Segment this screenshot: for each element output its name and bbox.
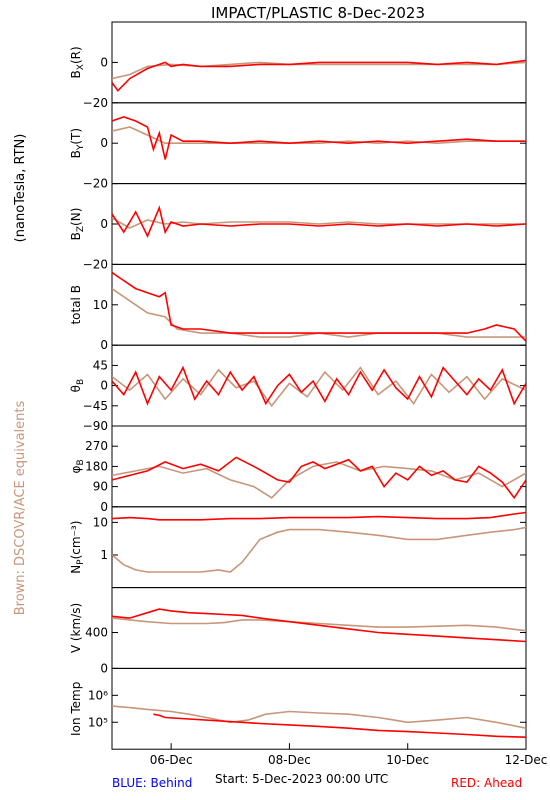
chart-title: IMPACT/PLASTIC 8-Dec-2023	[211, 4, 425, 22]
series-dscovr-temp	[112, 705, 526, 729]
panel-bz: 0 −20 BZ(N)	[69, 183, 527, 271]
y-tick-label: 0	[100, 338, 108, 352]
y-tick-label: 45	[93, 358, 108, 372]
y-axis-label: BZ(N)	[69, 208, 86, 241]
series-dscovr-theta	[112, 366, 526, 408]
panel-bx: 0 −20 BX(R)	[69, 21, 527, 110]
series-ahead-bz	[112, 205, 526, 239]
panel-np: 10 1 NP(cm⁻³)	[69, 506, 527, 589]
series-ahead-v	[112, 608, 526, 643]
y-tick-label: 10	[93, 515, 108, 529]
series-dscovr-bx	[112, 61, 526, 80]
y-tick-label: 10	[93, 298, 108, 312]
y-tick-label: 10⁵	[88, 715, 108, 729]
series-dscovr-bz	[112, 217, 526, 229]
y-tick-label: 400	[85, 625, 108, 639]
y-tick-label: 180	[85, 459, 108, 473]
x-tick-label: 10-Dec	[386, 753, 429, 767]
y-tick-label: 0	[100, 500, 108, 514]
y-tick-label: 0	[100, 379, 108, 393]
panel-v: 400 0 V (km/s)	[69, 587, 527, 675]
panel-phi: 270 180 90 0 φB	[69, 425, 527, 514]
y-tick-label: 0	[100, 55, 108, 69]
y-tick-label: 0	[100, 217, 108, 231]
y-tick-label: 270	[85, 439, 108, 453]
panel-theta: 45 0 −45 −90 θB	[69, 344, 527, 433]
series-dscovr-v	[112, 617, 526, 632]
x-tick-label: 12-Dec	[505, 753, 548, 767]
x-tick-label: 08-Dec	[268, 753, 311, 767]
series-ahead-phi	[112, 456, 526, 500]
footer-behind: BLUE: Behind	[112, 776, 192, 790]
y-tick-label: −90	[83, 419, 108, 433]
y-tick-label: 10⁶	[88, 688, 108, 702]
series-ahead-bt	[112, 271, 526, 342]
series-ahead-by	[112, 116, 526, 160]
side-label-dscovr: Brown: DSCOVR/ACE equivalents	[13, 401, 28, 616]
y-tick-label: 1	[100, 548, 108, 562]
y-tick-label: −20	[83, 257, 108, 271]
series-ahead-theta	[112, 365, 526, 406]
y-axis-label: φB	[69, 459, 86, 473]
footer-ahead: RED: Ahead	[451, 776, 522, 790]
panel-frame	[111, 667, 527, 750]
y-tick-label: 0	[100, 661, 108, 675]
panel-by: 0 −20 BY(T)	[69, 102, 527, 191]
y-axis-label: BY(T)	[69, 128, 86, 158]
x-tick-label: 06-Dec	[150, 753, 193, 767]
footer-start: Start: 5-Dec-2023 00:00 UTC	[215, 772, 388, 786]
x-axis: 06-Dec 08-Dec 10-Dec 12-Dec	[150, 743, 548, 767]
series-dscovr-bt	[112, 287, 526, 338]
side-label-units: (nanoTesla, RTN)	[13, 134, 28, 243]
y-axis-label: BX(R)	[69, 46, 86, 78]
series-ahead-np	[112, 511, 526, 521]
y-tick-label: 0	[100, 136, 108, 150]
y-axis-label: θB	[69, 379, 86, 393]
y-tick-label: −20	[83, 177, 108, 191]
y-tick-label: −45	[83, 399, 108, 413]
y-axis-label: V (km/s)	[69, 603, 83, 653]
panel-temp: 10⁶ 10⁵ Ion Temp	[69, 667, 527, 750]
y-axis-label: NP(cm⁻³)	[69, 521, 86, 574]
y-tick-label: −20	[83, 96, 108, 110]
series-ahead-temp	[153, 713, 526, 738]
y-axis-label: Ion Temp	[69, 682, 83, 736]
y-axis-label: total B	[69, 285, 83, 325]
series-ahead-bx	[112, 59, 526, 92]
series-dscovr-np	[112, 526, 526, 573]
y-tick-label: 90	[93, 480, 108, 494]
